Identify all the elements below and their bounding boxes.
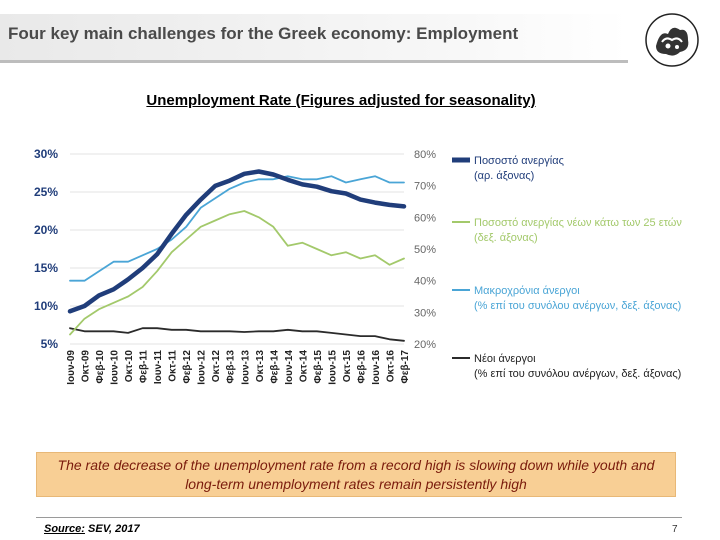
x-tick-label: Φεβ-16 [356, 350, 367, 384]
y-right-tick-label: 80% [414, 149, 436, 161]
slide-title: Four key main challenges for the Greek e… [8, 24, 519, 43]
y-left-tick-label: 30% [34, 147, 58, 161]
page-number: 7 [672, 524, 678, 535]
conclusion-callout: The rate decrease of the unemployment ra… [36, 452, 676, 497]
x-tick-label: Φεβ-10 [95, 350, 106, 384]
series-line-1 [67, 169, 407, 314]
y-right-tick-label: 60% [414, 212, 436, 224]
y-left-tick-label: 5% [41, 337, 59, 351]
y-left-tick-label: 15% [34, 261, 58, 275]
x-tick-label: Οκτ-10 [124, 350, 135, 383]
x-tick-label: Φεβ-11 [139, 350, 150, 383]
x-tick-label: Φεβ-14 [269, 350, 280, 384]
x-tick-label: Οκτ-15 [342, 350, 353, 383]
x-tick-label: Οκτ-13 [255, 350, 266, 383]
y-left-tick-label: 25% [34, 185, 58, 199]
legend-sublabel: (δεξ. άξονας) [474, 232, 538, 244]
x-tick-label: Ιουν-09 [66, 350, 77, 385]
y-right-tick-label: 40% [414, 276, 436, 288]
slide-header: Four key main challenges for the Greek e… [0, 0, 720, 67]
x-tick-label: Ιουν-13 [240, 350, 251, 385]
x-tick-label: Οκτ-16 [385, 350, 396, 383]
source-label: Source: [44, 523, 85, 535]
x-tick-label: Φεβ-17 [400, 350, 411, 384]
y-left-tick-label: 20% [34, 223, 58, 237]
x-tick-label: Οκτ-11 [168, 350, 179, 382]
series-line-3 [69, 175, 405, 282]
source-value: SEV, 2017 [84, 523, 140, 535]
x-tick-label: Ιουν-10 [110, 350, 121, 385]
legend-sublabel: (αρ. άξονας) [474, 170, 534, 182]
chart-title: Unemployment Rate (Figures adjusted for … [146, 92, 536, 109]
legend-sublabel: (% επί του συνόλου ανέργων, δεξ. άξονας) [474, 368, 681, 380]
y-left-tick-label: 10% [34, 299, 58, 313]
x-tick-label: Ιουν-11 [153, 350, 164, 385]
x-tick-label: Φεβ-12 [182, 350, 193, 384]
x-tick-label: Ιουν-12 [197, 350, 208, 385]
legend-sublabel: (% επί του συνόλου ανέργων, δεξ. άξονας) [474, 300, 681, 312]
x-tick-label: Ιουν-16 [371, 350, 382, 385]
footer-rule [36, 517, 682, 518]
y-right-tick-label: 50% [414, 244, 436, 256]
x-tick-label: Φεβ-13 [226, 350, 237, 384]
x-tick-label: Οκτ-14 [298, 350, 309, 383]
y-right-tick-label: 70% [414, 181, 436, 193]
series-line-2 [69, 210, 405, 336]
y-right-tick-label: 20% [414, 339, 436, 351]
header-band [0, 14, 628, 60]
x-tick-label: Οκτ-12 [211, 350, 222, 383]
series-line-4 [69, 327, 405, 342]
legend-label: Μακροχρόνια άνεργοι [474, 285, 580, 297]
source-note: Source: SEV, 2017 [44, 523, 140, 535]
header-rule [0, 60, 628, 63]
x-tick-label: Ιουν-14 [284, 350, 295, 385]
legend-label: Ποσοστό ανεργίας [474, 155, 564, 167]
x-tick-label: Οκτ-09 [81, 350, 92, 383]
x-tick-label: Φεβ-15 [313, 350, 324, 384]
x-tick-label: Ιουν-15 [327, 350, 338, 385]
unemployment-chart: 30% 25% 20% 15% 10% 5% 80% 70% 60% 50% 40% 30% 20% Ιο… [34, 147, 682, 385]
logo-emblem-icon [645, 13, 699, 67]
legend-label: Νέοι άνεργοι [474, 353, 536, 365]
y-right-tick-label: 30% [414, 307, 436, 319]
legend-label: Ποσοστό ανεργίας νέων κάτω των 25 ετών [474, 217, 682, 229]
